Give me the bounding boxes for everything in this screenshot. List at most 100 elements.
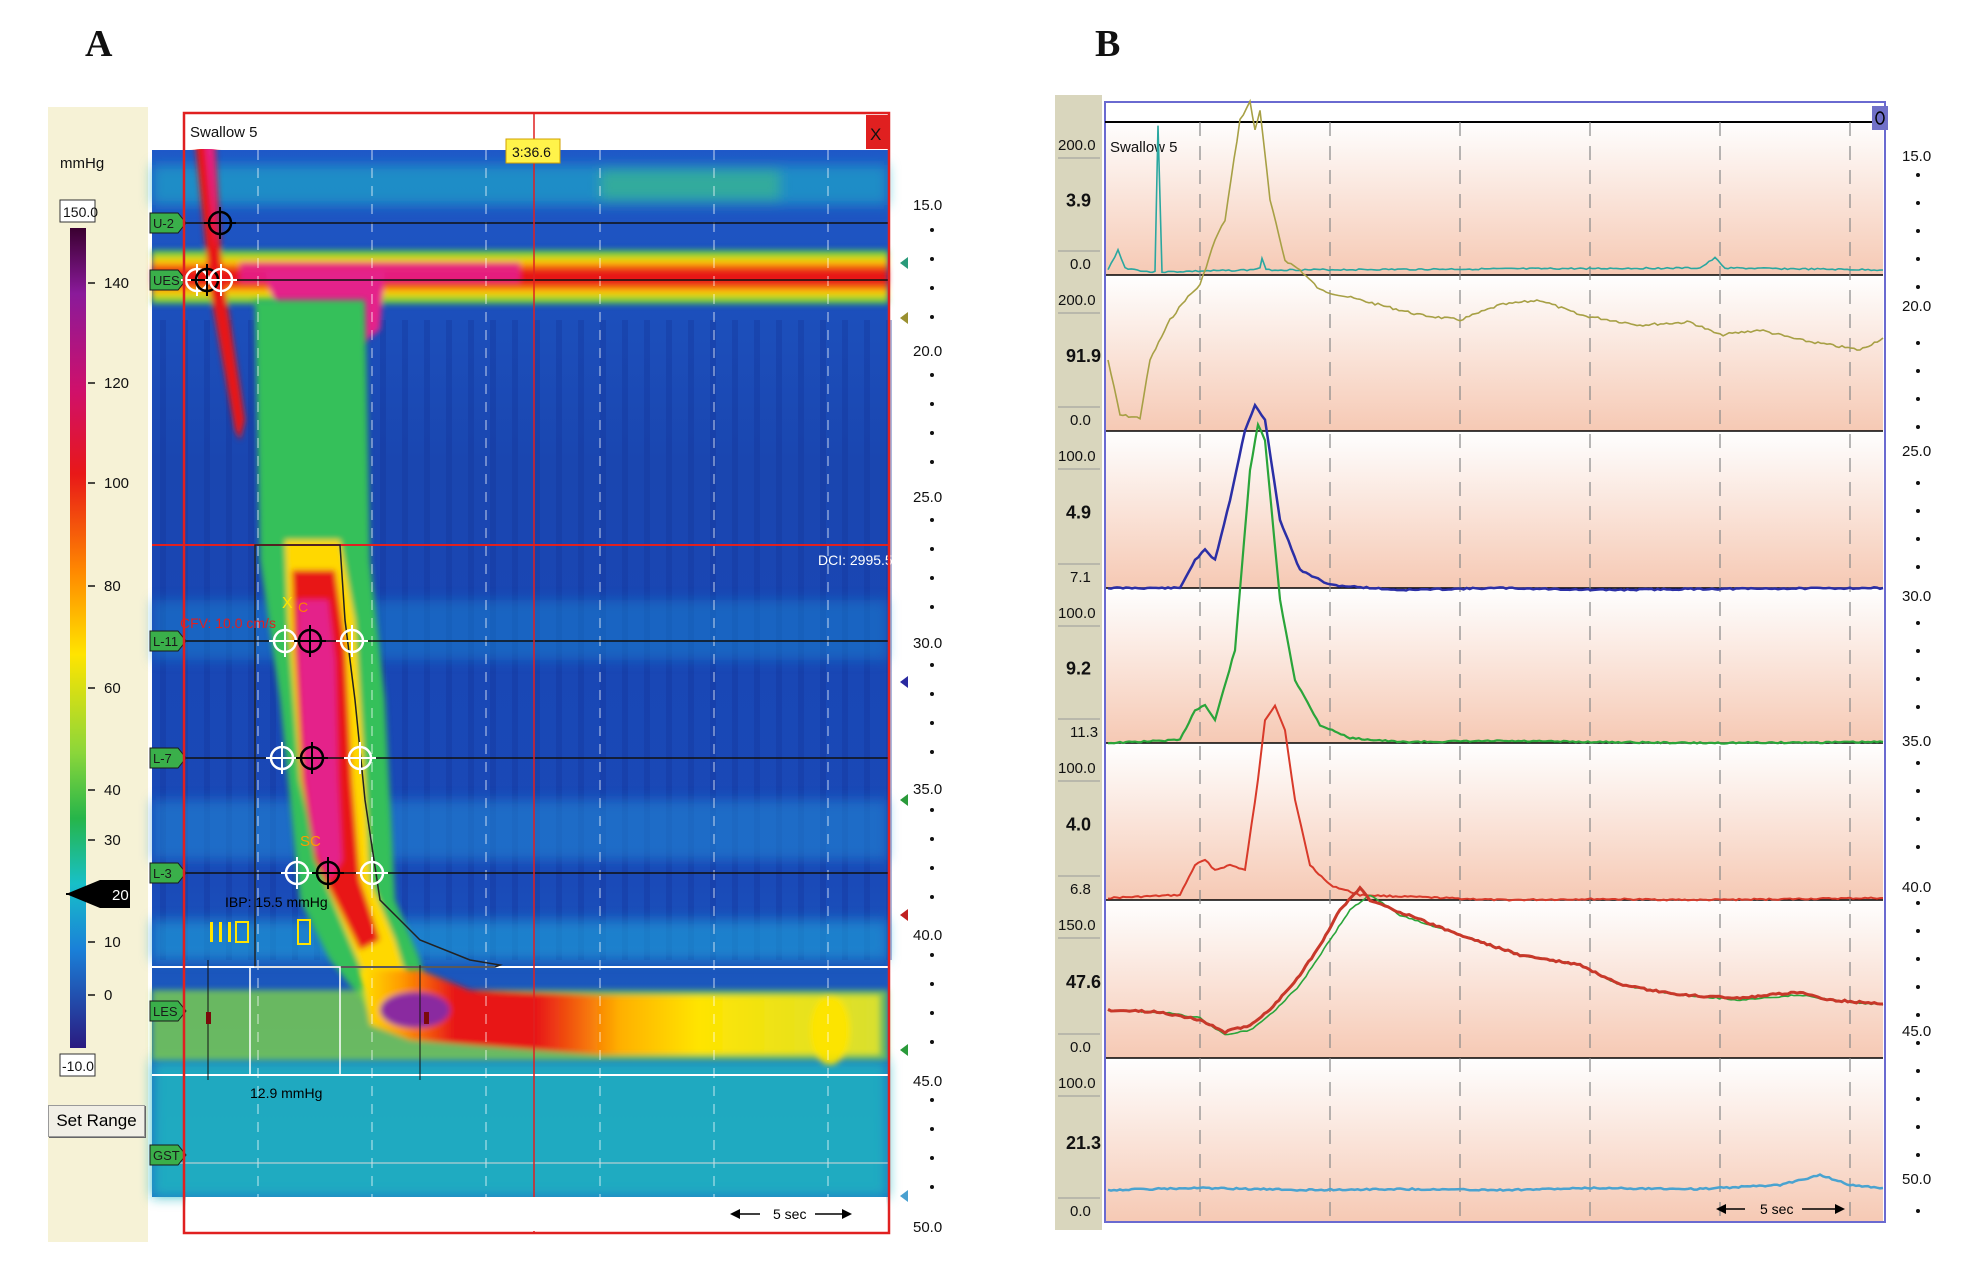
- trace-line-2: [1107, 98, 1884, 420]
- ibp-label: IBP: 15.5 mmHg: [225, 894, 328, 910]
- track-value: 21.3: [1066, 1133, 1101, 1153]
- sensor-label: U-2: [153, 216, 174, 231]
- scale-label-b: 5 sec: [1760, 1201, 1793, 1217]
- depth-tick-label: 30.0: [913, 635, 942, 652]
- sensor-label: L-7: [153, 751, 172, 766]
- track-bottom-label: 0.0: [1070, 1039, 1091, 1056]
- trace-line-6-red: [1107, 885, 1883, 1035]
- peristaltic-wave: [255, 300, 430, 1010]
- colorbar: [70, 228, 86, 1048]
- time-gridlines: [257, 150, 829, 1197]
- tracings-frame: [1104, 101, 1886, 1223]
- depth-tick-label: 35.0: [913, 781, 942, 798]
- range-max-box[interactable]: [59, 199, 96, 223]
- trace-line-7: [1107, 1173, 1884, 1192]
- colorbar-tick-label: 0: [104, 987, 112, 1004]
- options-button[interactable]: [1872, 106, 1888, 130]
- colorbar-tick-label: 40: [104, 782, 121, 799]
- colorbar-unit: mmHg: [60, 155, 104, 172]
- sensor-label: L-11: [153, 634, 178, 649]
- depth-tick-label-b: 45.0: [1902, 1023, 1931, 1040]
- swallow-frame: [182, 111, 891, 1235]
- colorbar-tick-label: 60: [104, 680, 121, 697]
- sc-marker: SC: [300, 833, 321, 850]
- panel-b-letter: B: [1095, 23, 1121, 65]
- close-button[interactable]: [866, 115, 888, 149]
- track-top-label: 100.0: [1058, 760, 1096, 777]
- cfv-label: CFV: 10.0 cm/s: [180, 615, 276, 631]
- depth-tick-label-b: 35.0: [1902, 733, 1931, 750]
- depth-tick-label: 50.0: [913, 1219, 942, 1236]
- threshold-value: 20: [112, 887, 129, 904]
- pressure-marker[interactable]: [266, 742, 298, 774]
- swallow-title: Swallow 5: [190, 124, 258, 141]
- depth-tick-label: 20.0: [913, 343, 942, 360]
- colorbar-tick-label: 140: [104, 275, 129, 292]
- pressure-marker[interactable]: [205, 264, 237, 296]
- depth-tick-label-b: 50.0: [1902, 1171, 1931, 1188]
- track-bottom-label: 0.0: [1070, 256, 1091, 273]
- track-bottom-label: 6.8: [1070, 881, 1091, 898]
- dci-label: DCI: 2995.5: [818, 552, 893, 568]
- irp-label: 12.9 mmHg: [250, 1085, 322, 1101]
- contractile-x-marker: X: [282, 595, 293, 612]
- upper-noise: [152, 165, 888, 1197]
- track-value: 3.9: [1066, 191, 1091, 211]
- pressure-marker[interactable]: [336, 625, 368, 657]
- range-min-value: -10.0: [62, 1058, 94, 1074]
- trace-line-4: [1107, 421, 1884, 745]
- sensor-tag[interactable]: L-11: [149, 630, 187, 652]
- sensor-label: GST: [153, 1148, 180, 1163]
- depth-tick-label: 15.0: [913, 197, 942, 214]
- irp-window: [249, 966, 341, 1076]
- track: 200.0 3.9 0.0: [1058, 122, 1883, 276]
- sensor-tag[interactable]: L-3: [149, 862, 187, 884]
- depth-tick-label-b: 30.0: [1902, 588, 1931, 605]
- pressure-traces: [1107, 98, 1884, 1192]
- pressure-marker[interactable]: [281, 857, 313, 889]
- track: 150.0 47.6 0.0: [1058, 902, 1883, 1059]
- colorbar-tick-label: 100: [104, 475, 129, 492]
- track-value: 4.9: [1066, 503, 1091, 523]
- pressure-marker[interactable]: [356, 857, 388, 889]
- track-value: 47.6: [1066, 972, 1101, 992]
- sensor-tag[interactable]: UES: [149, 269, 187, 291]
- sensor-rows: U-2 UES L-11 L-7 L-3 LES GST: [149, 207, 888, 1166]
- track-top-label: 100.0: [1058, 448, 1096, 465]
- sensor-tag[interactable]: U-2: [149, 212, 187, 234]
- pressure-marker[interactable]: [312, 857, 344, 889]
- track-value: 4.0: [1066, 815, 1091, 835]
- pressure-marker[interactable]: [204, 207, 236, 239]
- depth-tick-label-b: 25.0: [1902, 443, 1931, 460]
- pressure-marker[interactable]: [294, 625, 326, 657]
- colorbar-tick-label: 30: [104, 832, 121, 849]
- pressure-marker[interactable]: [344, 742, 376, 774]
- track-bottom-label: 11.3: [1070, 724, 1098, 741]
- time-cursor-box[interactable]: [505, 138, 561, 164]
- trace-line-5: [1107, 703, 1884, 902]
- value-column: [1055, 95, 1102, 1230]
- track-top-label: 100.0: [1058, 605, 1096, 622]
- track-value: 9.2: [1066, 659, 1091, 679]
- time-gridlines-b: [1199, 122, 1851, 1222]
- track-top-label: 200.0: [1058, 137, 1096, 154]
- sensor-tag[interactable]: L-7: [149, 747, 187, 769]
- les-high-pressure-band: [152, 970, 888, 1065]
- track-top-label: 200.0: [1058, 292, 1096, 309]
- pressure-marker[interactable]: [296, 742, 328, 774]
- scale-label-a: 5 sec: [773, 1206, 806, 1222]
- sensor-tag[interactable]: GST: [149, 1144, 187, 1166]
- range-max-value: 150.0: [63, 204, 98, 220]
- track-top-label: 100.0: [1058, 1075, 1096, 1092]
- depth-tick-label-b: 20.0: [1902, 298, 1931, 315]
- set-range-button[interactable]: Set Range: [48, 1105, 145, 1137]
- close-label: X: [870, 125, 881, 144]
- depth-tick-label: 40.0: [913, 927, 942, 944]
- track-bottom-label: 7.1: [1070, 569, 1091, 586]
- range-min-box[interactable]: [59, 1053, 96, 1077]
- track-value: 91.9: [1066, 346, 1101, 366]
- depth-tick-label-b: 15.0: [1902, 148, 1931, 165]
- sensor-tag[interactable]: LES: [149, 1000, 187, 1022]
